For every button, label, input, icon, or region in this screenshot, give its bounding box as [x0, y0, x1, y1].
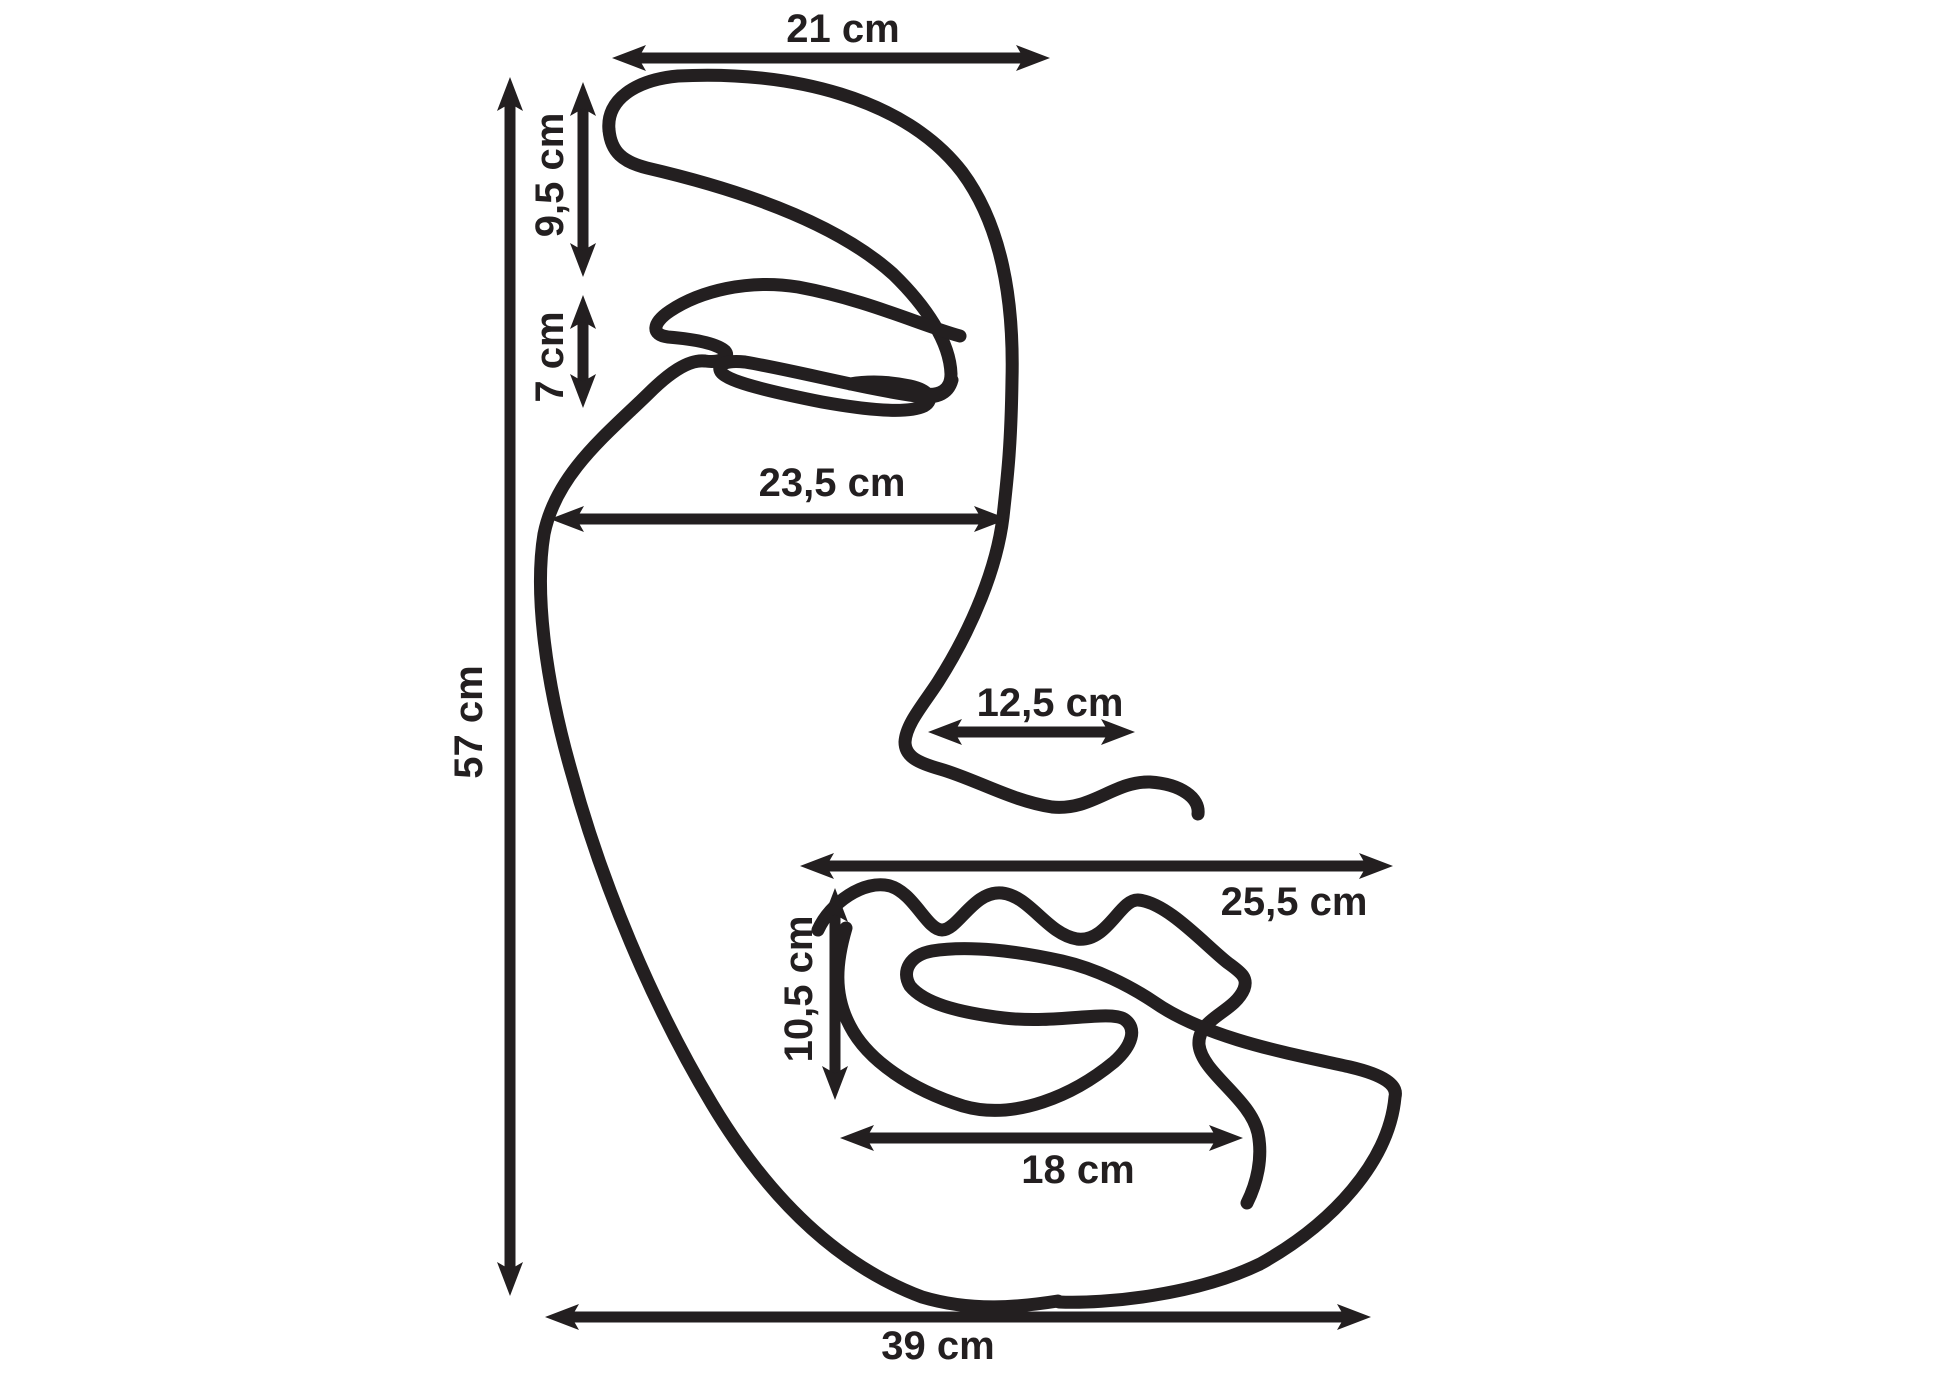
dim-brow-height: 7 cm: [528, 295, 596, 408]
arrowhead: [612, 45, 646, 71]
dim-label-nose-width: 12,5 cm: [977, 681, 1124, 725]
dim-base-width: 39 cm: [545, 1304, 1371, 1368]
dim-hair-width: 21 cm: [612, 7, 1050, 71]
arrowhead: [550, 506, 584, 532]
arrowhead: [497, 1262, 523, 1296]
hair-inner-fold-curve: [602, 123, 958, 401]
dim-label-face-width: 23,5 cm: [759, 461, 906, 505]
dim-label-mouth-width: 18 cm: [1021, 1148, 1134, 1192]
arrowhead: [570, 374, 596, 408]
dim-label-brow-height: 7 cm: [528, 311, 572, 402]
arrowhead: [928, 719, 962, 745]
dim-total-height: 57 cm: [447, 77, 523, 1296]
arrowhead: [1016, 45, 1050, 71]
eyebrow-cheek-chin-curve: [534, 278, 1065, 1314]
dim-face-width: 23,5 cm: [550, 461, 1008, 532]
arrowhead: [497, 77, 523, 111]
dim-lips-height: 10,5 cm: [777, 888, 848, 1100]
dim-hair-height: 9,5 cm: [528, 82, 596, 277]
hair-outline-nose-curve: [602, 68, 1205, 821]
arrowhead: [822, 1066, 848, 1100]
dim-label-lips-full-width: 25,5 cm: [1221, 880, 1368, 924]
dim-label-base-width: 39 cm: [881, 1324, 994, 1368]
arrowhead: [1101, 719, 1135, 745]
dim-label-hair-height: 9,5 cm: [528, 113, 572, 238]
arrowhead: [822, 888, 848, 922]
dim-mouth-width: 18 cm: [840, 1125, 1243, 1192]
arrowhead: [570, 243, 596, 277]
mouth-spiral-jaw-curve: [831, 921, 1402, 1309]
arrowhead: [800, 853, 834, 879]
arrowhead: [1209, 1125, 1243, 1151]
arrowhead: [840, 1125, 874, 1151]
arrowhead: [1337, 1304, 1371, 1330]
arrowhead: [545, 1304, 579, 1330]
arrowhead: [570, 82, 596, 116]
dim-label-lips-height: 10,5 cm: [777, 916, 821, 1063]
arrowhead: [974, 506, 1008, 532]
dimension-annotations: 21 cm 9,5 cm 7 cm 23,5 cm 57 cm 12,5 cm 25,5 c…: [447, 7, 1393, 1368]
dim-label-total-height: 57 cm: [447, 665, 491, 778]
face-line-art: [534, 68, 1402, 1314]
dim-label-hair-width: 21 cm: [786, 7, 899, 51]
dim-nose-width: 12,5 cm: [928, 681, 1135, 745]
arrowhead: [1359, 853, 1393, 879]
eye-loop-curve: [713, 355, 959, 417]
dim-lips-full-width: 25,5 cm: [800, 853, 1393, 924]
upper-lip-curve: [811, 878, 1267, 1210]
arrowhead: [570, 295, 596, 329]
